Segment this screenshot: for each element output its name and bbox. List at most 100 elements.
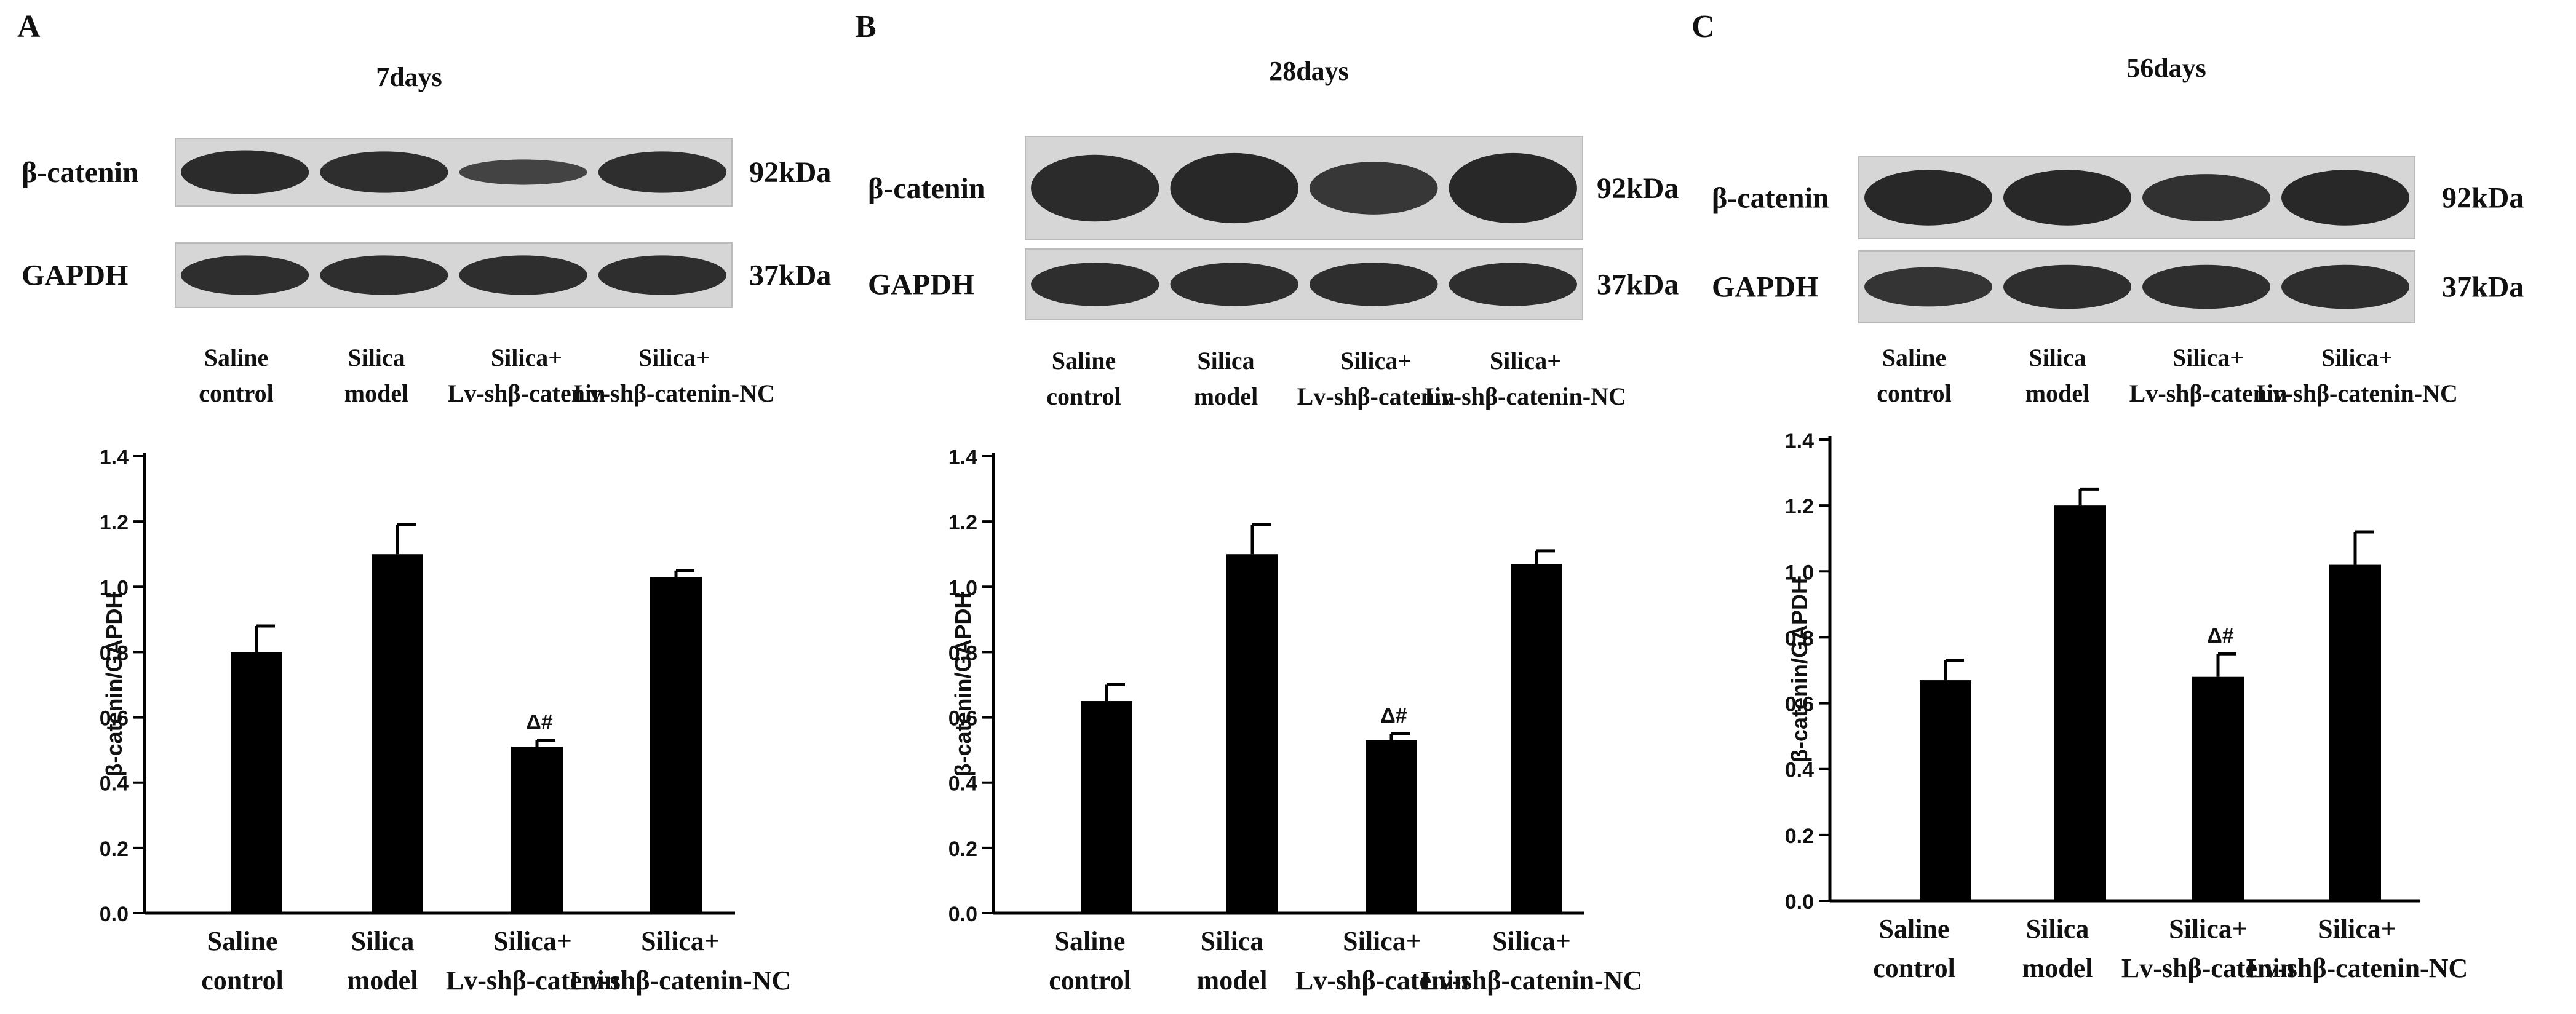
- blot-band: [459, 255, 587, 295]
- lane-label: control: [1877, 379, 1951, 407]
- panel-a-figure: A 7days β-catenin 92kDa GAPDH 37kDa Saline cont…: [17, 9, 831, 996]
- blot-size-label: 92kDa: [749, 156, 831, 189]
- x-tick-label: Silica: [1201, 926, 1264, 956]
- lane-label: Silica+: [2321, 344, 2393, 371]
- blot-band: [320, 151, 448, 193]
- blot-protein-label: β-catenin: [868, 172, 985, 205]
- x-tick-label: control: [1873, 953, 1955, 983]
- lane-label: Silica+: [1490, 347, 1561, 374]
- lane-label: Saline: [1882, 344, 1946, 371]
- blot-row-gapdh: [175, 242, 733, 308]
- panel-title: 7days: [376, 62, 442, 92]
- blot-band: [2142, 174, 2270, 221]
- y-tick-label: 0.6: [100, 707, 129, 731]
- blot-band: [1031, 154, 1159, 222]
- blot-protein-label: GAPDH: [1712, 271, 1818, 304]
- y-tick-label: 0.8: [948, 641, 977, 665]
- x-tick-label: Lv-shβ-catenin-NC: [570, 965, 792, 996]
- x-tick-label: Silica: [351, 926, 415, 956]
- x-tick-label: Lv-shβ-catenin: [446, 965, 619, 996]
- blot-size-label: 92kDa: [2442, 182, 2524, 215]
- blot-row-gapdh: [1858, 250, 2415, 323]
- x-tick-label: Silica: [2026, 914, 2089, 944]
- blot-protein-label: β-catenin: [1712, 182, 1829, 215]
- x-tick-label: Silica+: [2169, 914, 2248, 944]
- blot-band: [1449, 263, 1577, 306]
- blot-band: [598, 255, 726, 295]
- bar: [372, 554, 423, 913]
- panel-letter: C: [1691, 9, 1715, 44]
- blot-band: [1310, 162, 1438, 215]
- lane-label: model: [344, 379, 408, 407]
- blot-band: [1170, 263, 1298, 306]
- lane-label: Silica+: [1340, 347, 1412, 374]
- blot-band: [1449, 152, 1577, 224]
- lane-label: model: [1194, 382, 1258, 410]
- significance-annotation: Δ#: [2207, 624, 2233, 648]
- lane-label: Saline: [1052, 347, 1116, 374]
- blot-band: [1031, 263, 1159, 306]
- significance-annotation: Δ#: [526, 711, 552, 734]
- y-tick-label: 1.2: [100, 511, 129, 534]
- lane-label: Silica+: [491, 344, 562, 371]
- x-tick-label: model: [1197, 965, 1268, 996]
- blot-band: [1864, 170, 1992, 226]
- y-tick-label: 0.4: [1785, 759, 1814, 782]
- lane-label: control: [199, 379, 273, 407]
- lane-label: control: [1046, 382, 1121, 410]
- y-tick-label: 1.2: [948, 511, 977, 534]
- y-tick-label: 0.6: [1785, 693, 1814, 716]
- blot-band: [181, 255, 309, 295]
- bar: [231, 652, 282, 913]
- panel-b-figure: B 28days β-catenin 92kDa GAPDH 37kDa Saline con…: [855, 9, 1679, 996]
- blot-band: [1864, 267, 1992, 307]
- bar: [511, 747, 563, 913]
- blot-row-beta-catenin: [1858, 156, 2415, 239]
- bar: [650, 577, 702, 913]
- x-tick-label: control: [201, 965, 284, 996]
- y-tick-label: 0.0: [100, 903, 129, 926]
- panel-letter: B: [855, 9, 877, 44]
- y-tick-label: 0.2: [948, 838, 977, 861]
- y-axis-label: β-catenin/GAPDH: [101, 592, 127, 777]
- lane-label: Lv-shβ-catenin-NC: [1425, 382, 1626, 410]
- x-tick-label: Silica+: [2318, 914, 2396, 944]
- y-tick-label: 0.4: [100, 772, 129, 796]
- blot-band: [1310, 263, 1438, 306]
- panel-a: A 7days β-catenin 92kDa GAPDH 37kDa Saline cont…: [0, 0, 855, 1014]
- y-tick-label: 1.0: [1785, 561, 1814, 584]
- y-axis-label: β-catenin/GAPDH: [1787, 578, 1812, 762]
- x-tick-label: control: [1049, 965, 1131, 996]
- blot-size-label: 37kDa: [2442, 271, 2524, 304]
- x-tick-label: model: [2022, 953, 2093, 983]
- blot-band: [459, 159, 587, 185]
- lane-label: Silica+: [2173, 344, 2244, 371]
- x-tick-label: Silica+: [641, 926, 720, 956]
- y-tick-label: 0.4: [948, 772, 977, 796]
- x-tick-label: Silica+: [1492, 926, 1571, 956]
- blot-band: [2003, 170, 2131, 226]
- blot-row-beta-catenin: [1025, 136, 1583, 240]
- y-tick-label: 1.0: [100, 576, 129, 600]
- x-tick-label: Lv-shβ-catenin-NC: [1421, 965, 1643, 996]
- x-tick-label: Saline: [1055, 926, 1126, 956]
- y-tick-label: 1.0: [948, 576, 977, 600]
- x-tick-label: Saline: [207, 926, 278, 956]
- blot-protein-label: GAPDH: [868, 269, 974, 301]
- bar: [2192, 676, 2244, 901]
- blot-band: [320, 255, 448, 295]
- blot-band: [2142, 264, 2270, 309]
- y-axis-label: β-catenin/GAPDH: [950, 592, 976, 777]
- blot-band: [2281, 264, 2409, 309]
- x-tick-label: Lv-shβ-catenin: [2121, 953, 2295, 983]
- lane-label: Silica+: [638, 344, 710, 371]
- blot-size-label: 37kDa: [1597, 269, 1679, 301]
- blot-band: [598, 151, 726, 193]
- x-tick-label: Lv-shβ-catenin-NC: [2246, 953, 2468, 983]
- panel-title: 28days: [1269, 56, 1349, 86]
- panel-letter: A: [17, 9, 41, 44]
- y-tick-label: 1.2: [1785, 495, 1814, 518]
- y-tick-label: 0.8: [1785, 627, 1814, 650]
- panel-title: 56days: [2126, 53, 2206, 83]
- x-tick-label: Saline: [1879, 914, 1950, 944]
